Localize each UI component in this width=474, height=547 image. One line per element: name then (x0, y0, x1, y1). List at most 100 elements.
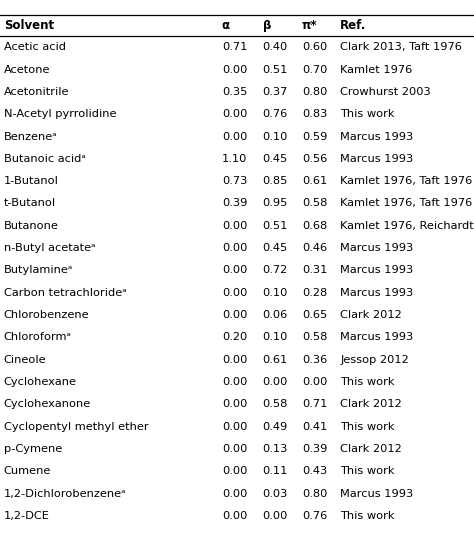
Text: 0.70: 0.70 (302, 65, 328, 74)
Text: 0.58: 0.58 (302, 333, 328, 342)
Text: Cyclopentyl methyl ether: Cyclopentyl methyl ether (4, 422, 148, 432)
Text: 0.40: 0.40 (263, 42, 288, 53)
Text: This work: This work (340, 466, 395, 476)
Text: 0.28: 0.28 (302, 288, 327, 298)
Text: 0.72: 0.72 (263, 265, 288, 276)
Text: 0.45: 0.45 (263, 154, 288, 164)
Text: Clark 2012: Clark 2012 (340, 444, 402, 454)
Text: Crowhurst 2003: Crowhurst 2003 (340, 87, 431, 97)
Text: Marcus 1993: Marcus 1993 (340, 243, 414, 253)
Text: 0.95: 0.95 (263, 199, 288, 208)
Text: 0.00: 0.00 (222, 511, 247, 521)
Text: Acetone: Acetone (4, 65, 50, 74)
Text: 0.06: 0.06 (263, 310, 288, 320)
Text: Chlorobenzene: Chlorobenzene (4, 310, 90, 320)
Text: Cineole: Cineole (4, 354, 46, 365)
Text: Kamlet 1976, Reichardt 1994: Kamlet 1976, Reichardt 1994 (340, 221, 474, 231)
Text: Marcus 1993: Marcus 1993 (340, 333, 414, 342)
Text: 0.71: 0.71 (222, 42, 247, 53)
Text: 0.00: 0.00 (263, 377, 288, 387)
Text: 1-Butanol: 1-Butanol (4, 176, 59, 186)
Text: Chloroformᵃ: Chloroformᵃ (4, 333, 72, 342)
Text: 0.00: 0.00 (222, 354, 247, 365)
Text: Acetonitrile: Acetonitrile (4, 87, 69, 97)
Text: Marcus 1993: Marcus 1993 (340, 131, 414, 142)
Text: 1,2-Dichlorobenzeneᵃ: 1,2-Dichlorobenzeneᵃ (4, 488, 126, 499)
Text: Butanone: Butanone (4, 221, 59, 231)
Text: 0.00: 0.00 (222, 466, 247, 476)
Text: 0.51: 0.51 (263, 65, 288, 74)
Text: This work: This work (340, 377, 395, 387)
Text: 0.59: 0.59 (302, 131, 328, 142)
Text: Jessop 2012: Jessop 2012 (340, 354, 409, 365)
Text: 0.00: 0.00 (302, 377, 328, 387)
Text: Cyclohexane: Cyclohexane (4, 377, 77, 387)
Text: This work: This work (340, 422, 395, 432)
Text: Kamlet 1976, Taft 1976: Kamlet 1976, Taft 1976 (340, 199, 473, 208)
Text: 0.41: 0.41 (302, 422, 327, 432)
Text: 0.43: 0.43 (302, 466, 327, 476)
Text: This work: This work (340, 511, 395, 521)
Text: Acetic acid: Acetic acid (4, 42, 66, 53)
Text: Solvent: Solvent (4, 19, 54, 32)
Text: 0.56: 0.56 (302, 154, 327, 164)
Text: Marcus 1993: Marcus 1993 (340, 488, 414, 499)
Text: 1,2-DCE: 1,2-DCE (4, 511, 50, 521)
Text: Kamlet 1976: Kamlet 1976 (340, 65, 412, 74)
Text: 0.51: 0.51 (263, 221, 288, 231)
Text: N-Acetyl pyrrolidine: N-Acetyl pyrrolidine (4, 109, 116, 119)
Text: This work: This work (340, 109, 395, 119)
Text: 0.00: 0.00 (222, 65, 247, 74)
Text: n-Butyl acetateᵃ: n-Butyl acetateᵃ (4, 243, 95, 253)
Text: β: β (263, 19, 271, 32)
Text: α: α (222, 19, 230, 32)
Text: 0.00: 0.00 (222, 488, 247, 499)
Text: 0.31: 0.31 (302, 265, 328, 276)
Text: Marcus 1993: Marcus 1993 (340, 265, 414, 276)
Text: 0.76: 0.76 (302, 511, 327, 521)
Text: 0.45: 0.45 (263, 243, 288, 253)
Text: 0.58: 0.58 (263, 399, 288, 409)
Text: 0.80: 0.80 (302, 87, 328, 97)
Text: Cyclohexanone: Cyclohexanone (4, 399, 91, 409)
Text: 0.00: 0.00 (222, 288, 247, 298)
Text: 0.00: 0.00 (222, 377, 247, 387)
Text: Benzeneᵃ: Benzeneᵃ (4, 131, 57, 142)
Text: Marcus 1993: Marcus 1993 (340, 154, 414, 164)
Text: 0.00: 0.00 (222, 109, 247, 119)
Text: Butanoic acidᵃ: Butanoic acidᵃ (4, 154, 85, 164)
Text: Clark 2012: Clark 2012 (340, 399, 402, 409)
Text: 0.03: 0.03 (263, 488, 288, 499)
Text: 0.58: 0.58 (302, 199, 328, 208)
Text: Butylamineᵃ: Butylamineᵃ (4, 265, 73, 276)
Text: 0.00: 0.00 (222, 243, 247, 253)
Text: Clark 2012: Clark 2012 (340, 310, 402, 320)
Text: Clark 2013, Taft 1976: Clark 2013, Taft 1976 (340, 42, 462, 53)
Text: 0.00: 0.00 (222, 444, 247, 454)
Text: 0.68: 0.68 (302, 221, 327, 231)
Text: 0.00: 0.00 (263, 511, 288, 521)
Text: 0.00: 0.00 (222, 265, 247, 276)
Text: 0.39: 0.39 (222, 199, 247, 208)
Text: Cumene: Cumene (4, 466, 51, 476)
Text: 0.10: 0.10 (263, 333, 288, 342)
Text: 0.85: 0.85 (263, 176, 288, 186)
Text: Marcus 1993: Marcus 1993 (340, 288, 414, 298)
Text: t-Butanol: t-Butanol (4, 199, 56, 208)
Text: 0.00: 0.00 (222, 221, 247, 231)
Text: 0.60: 0.60 (302, 42, 327, 53)
Text: 0.37: 0.37 (263, 87, 288, 97)
Text: 0.61: 0.61 (302, 176, 327, 186)
Text: 0.00: 0.00 (222, 399, 247, 409)
Text: 0.10: 0.10 (263, 288, 288, 298)
Text: 0.10: 0.10 (263, 131, 288, 142)
Text: Carbon tetrachlorideᵃ: Carbon tetrachlorideᵃ (4, 288, 127, 298)
Text: π*: π* (302, 19, 318, 32)
Text: 1.10: 1.10 (222, 154, 247, 164)
Text: p-Cymene: p-Cymene (4, 444, 62, 454)
Text: 0.11: 0.11 (263, 466, 288, 476)
Text: 0.83: 0.83 (302, 109, 328, 119)
Text: 0.00: 0.00 (222, 131, 247, 142)
Text: Ref.: Ref. (340, 19, 367, 32)
Text: 0.39: 0.39 (302, 444, 328, 454)
